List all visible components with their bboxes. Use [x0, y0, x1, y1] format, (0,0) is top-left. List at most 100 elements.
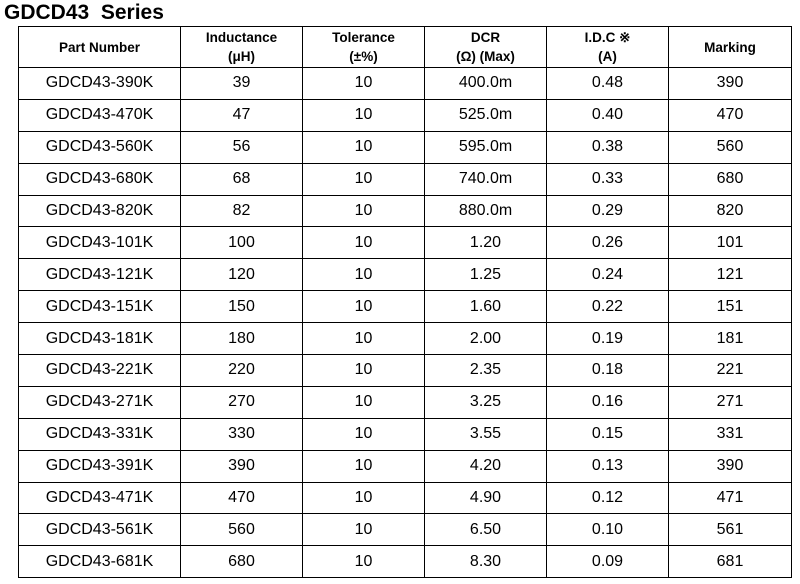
marking-cell: 121 — [668, 258, 792, 292]
tolerance-cell: 10 — [302, 290, 425, 324]
table-row: GDCD43-390K 39 10 400.0m 0.48 390 — [18, 67, 792, 100]
table-row: GDCD43-331K 330 10 3.55 0.15 331 — [18, 417, 792, 451]
idc-cell: 0.13 — [546, 449, 669, 483]
header-tolerance: Tolerance (±%) — [302, 26, 425, 68]
tolerance-cell: 10 — [302, 67, 425, 100]
tolerance-cell: 10 — [302, 417, 425, 451]
tolerance-cell: 10 — [302, 354, 425, 387]
part-number-cell: GDCD43-181K — [18, 322, 181, 356]
part-number-cell: GDCD43-391K — [18, 449, 181, 483]
table-row: GDCD43-561K 560 10 6.50 0.10 561 — [18, 513, 792, 547]
marking-cell: 561 — [668, 513, 792, 547]
marking-cell: 181 — [668, 322, 792, 356]
dcr-cell: 1.60 — [424, 290, 547, 324]
table-row: GDCD43-221K 220 10 2.35 0.18 221 — [18, 354, 792, 387]
table-row: GDCD43-101K 100 10 1.20 0.26 101 — [18, 226, 792, 260]
table-row: GDCD43-151K 150 10 1.60 0.22 151 — [18, 290, 792, 324]
inductance-cell: 180 — [180, 322, 303, 356]
tolerance-cell: 10 — [302, 226, 425, 260]
table-row: GDCD43-680K 68 10 740.0m 0.33 680 — [18, 162, 792, 196]
header-idc: I.D.C ※ (A) — [546, 26, 669, 68]
part-number-cell: GDCD43-271K — [18, 385, 181, 419]
idc-cell: 0.26 — [546, 226, 669, 260]
part-number-cell: GDCD43-101K — [18, 226, 181, 260]
table-row: GDCD43-470K 47 10 525.0m 0.40 470 — [18, 98, 792, 132]
inductance-cell: 68 — [180, 162, 303, 196]
marking-cell: 820 — [668, 194, 792, 228]
tolerance-cell: 10 — [302, 258, 425, 292]
marking-cell: 680 — [668, 162, 792, 196]
inductance-cell: 680 — [180, 545, 303, 579]
part-number-cell: GDCD43-560K — [18, 130, 181, 164]
dcr-cell: 8.30 — [424, 545, 547, 579]
page-title: GDCD43 Series — [4, 1, 164, 24]
table-row: GDCD43-121K 120 10 1.25 0.24 121 — [18, 258, 792, 292]
idc-cell: 0.29 — [546, 194, 669, 228]
inductance-cell: 220 — [180, 354, 303, 387]
inductance-cell: 270 — [180, 385, 303, 419]
idc-cell: 0.15 — [546, 417, 669, 451]
dcr-cell: 880.0m — [424, 194, 547, 228]
idc-cell: 0.19 — [546, 322, 669, 356]
tolerance-cell: 10 — [302, 449, 425, 483]
marking-cell: 101 — [668, 226, 792, 260]
dcr-cell: 3.25 — [424, 385, 547, 419]
marking-cell: 390 — [668, 449, 792, 483]
inductance-cell: 100 — [180, 226, 303, 260]
dcr-cell: 2.00 — [424, 322, 547, 356]
marking-cell: 471 — [668, 481, 792, 515]
idc-cell: 0.09 — [546, 545, 669, 579]
part-number-cell: GDCD43-121K — [18, 258, 181, 292]
tolerance-cell: 10 — [302, 481, 425, 515]
part-number-cell: GDCD43-151K — [18, 290, 181, 324]
dcr-cell: 2.35 — [424, 354, 547, 387]
table-row: GDCD43-271K 270 10 3.25 0.16 271 — [18, 385, 792, 419]
dcr-cell: 525.0m — [424, 98, 547, 132]
marking-cell: 681 — [668, 545, 792, 579]
marking-cell: 560 — [668, 130, 792, 164]
dcr-cell: 1.20 — [424, 226, 547, 260]
part-number-cell: GDCD43-561K — [18, 513, 181, 547]
dcr-cell: 4.90 — [424, 481, 547, 515]
idc-cell: 0.24 — [546, 258, 669, 292]
idc-cell: 0.22 — [546, 290, 669, 324]
inductance-cell: 39 — [180, 67, 303, 100]
tolerance-cell: 10 — [302, 513, 425, 547]
table-row: GDCD43-471K 470 10 4.90 0.12 471 — [18, 481, 792, 515]
idc-cell: 0.12 — [546, 481, 669, 515]
inductance-cell: 560 — [180, 513, 303, 547]
table-row: GDCD43-681K 680 10 8.30 0.09 681 — [18, 545, 792, 579]
inductance-cell: 150 — [180, 290, 303, 324]
marking-cell: 470 — [668, 98, 792, 132]
inductance-cell: 330 — [180, 417, 303, 451]
part-number-cell: GDCD43-390K — [18, 67, 181, 100]
tolerance-cell: 10 — [302, 194, 425, 228]
header-part-number: Part Number — [18, 26, 181, 68]
table-row: GDCD43-181K 180 10 2.00 0.19 181 — [18, 322, 792, 356]
table-row: GDCD43-560K 56 10 595.0m 0.38 560 — [18, 130, 792, 164]
header-dcr: DCR (Ω) (Max) — [424, 26, 547, 68]
dcr-cell: 4.20 — [424, 449, 547, 483]
idc-cell: 0.40 — [546, 98, 669, 132]
idc-cell: 0.16 — [546, 385, 669, 419]
part-number-cell: GDCD43-471K — [18, 481, 181, 515]
tolerance-cell: 10 — [302, 130, 425, 164]
inductance-cell: 47 — [180, 98, 303, 132]
tolerance-cell: 10 — [302, 322, 425, 356]
marking-cell: 271 — [668, 385, 792, 419]
table-header-row: Part Number Inductance (μH) Tolerance (±%)… — [18, 26, 792, 68]
inductance-cell: 470 — [180, 481, 303, 515]
idc-cell: 0.18 — [546, 354, 669, 387]
table-row: GDCD43-391K 390 10 4.20 0.13 390 — [18, 449, 792, 483]
tolerance-cell: 10 — [302, 385, 425, 419]
part-number-cell: GDCD43-681K — [18, 545, 181, 579]
part-number-cell: GDCD43-470K — [18, 98, 181, 132]
marking-cell: 331 — [668, 417, 792, 451]
part-number-cell: GDCD43-820K — [18, 194, 181, 228]
dcr-cell: 6.50 — [424, 513, 547, 547]
dcr-cell: 740.0m — [424, 162, 547, 196]
inductance-cell: 56 — [180, 130, 303, 164]
idc-cell: 0.10 — [546, 513, 669, 547]
inductance-cell: 82 — [180, 194, 303, 228]
marking-cell: 390 — [668, 67, 792, 100]
